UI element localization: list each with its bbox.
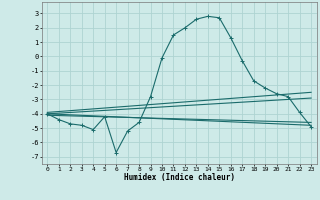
X-axis label: Humidex (Indice chaleur): Humidex (Indice chaleur): [124, 173, 235, 182]
